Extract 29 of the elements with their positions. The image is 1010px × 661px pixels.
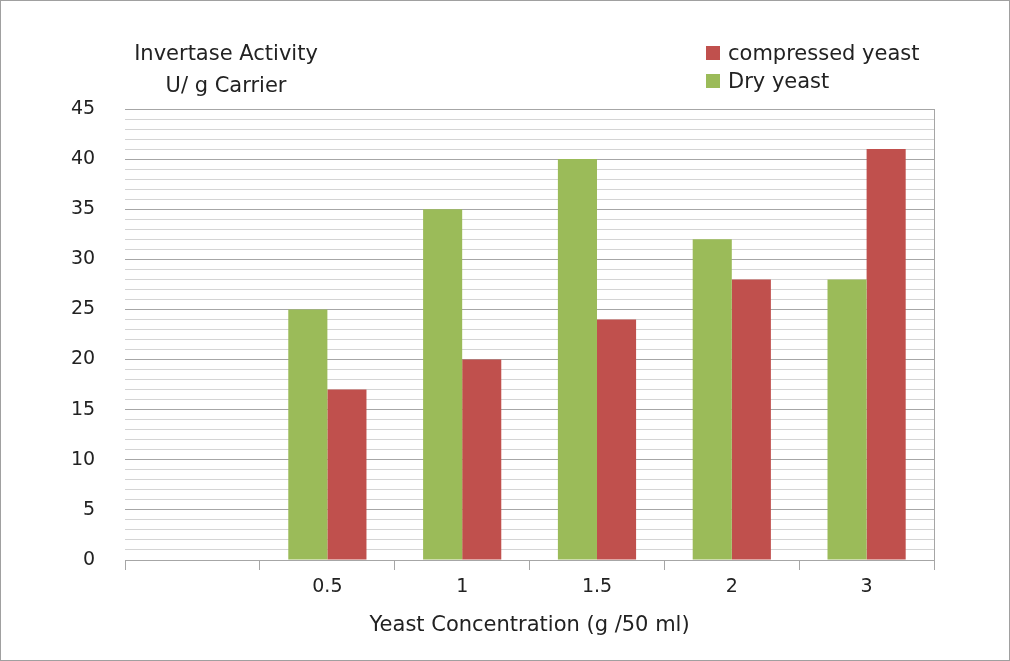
bar xyxy=(827,279,867,560)
y-tick-label: 5 xyxy=(83,496,96,519)
y-tick-label: 30 xyxy=(70,246,96,269)
x-tick-label: 0.5 xyxy=(312,574,343,597)
y-tick-label: 15 xyxy=(70,396,96,419)
y-tick-label: 20 xyxy=(70,346,96,369)
x-tick-label: 1 xyxy=(456,574,469,597)
bar xyxy=(731,279,771,560)
bar xyxy=(462,359,502,560)
y-tick-label: 10 xyxy=(70,446,96,469)
x-axis-title: Yeast Concentration (g /50 ml) xyxy=(368,611,690,636)
bar xyxy=(692,239,732,560)
legend-label: compressed yeast xyxy=(728,41,920,65)
bar xyxy=(866,149,906,560)
x-tick-label: 2 xyxy=(725,574,738,597)
y-tick-label: 25 xyxy=(70,296,96,319)
bar xyxy=(423,209,463,560)
x-tick-label: 1.5 xyxy=(581,574,613,597)
y-axis-title: Invertase Activity U/ g Carrier xyxy=(133,40,319,99)
y-tick-label: 45 xyxy=(70,95,96,118)
y-tick-label: 35 xyxy=(70,196,96,219)
bar xyxy=(288,309,328,560)
bar xyxy=(596,319,637,560)
y-tick-label: 0 xyxy=(83,546,96,569)
x-tick-label: 3 xyxy=(860,574,873,597)
bar xyxy=(327,389,367,560)
bar xyxy=(557,159,597,560)
legend-label: Dry yeast xyxy=(728,69,830,93)
y-tick-label: 40 xyxy=(70,146,96,169)
